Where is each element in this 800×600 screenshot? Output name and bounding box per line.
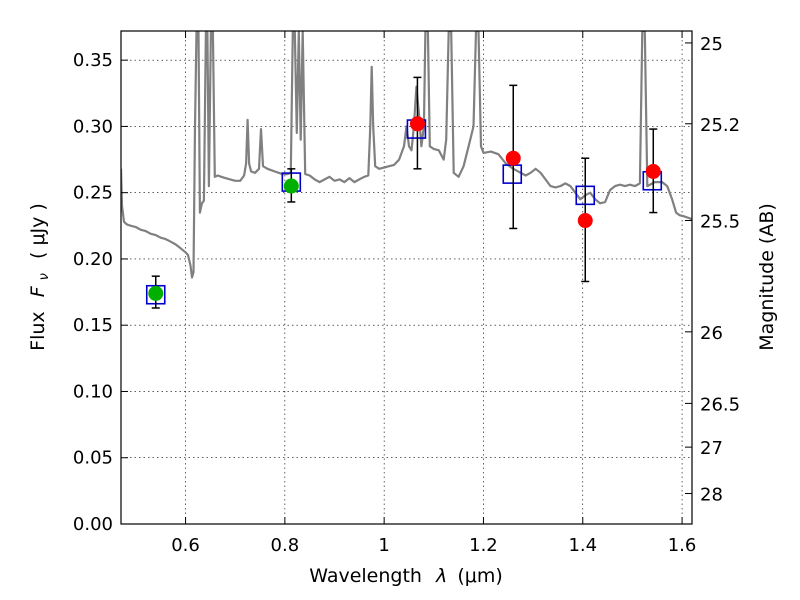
y2-tick-label: 25.2 — [700, 115, 740, 136]
y-tick-label: 0.30 — [73, 116, 113, 137]
y2-tick-label: 25.5 — [700, 212, 740, 233]
x-axis-title-prefix: Wavelength — [309, 565, 422, 587]
red-data-point — [505, 150, 521, 166]
spectrum-line — [121, 31, 692, 279]
y-tick-label: 0.05 — [73, 448, 113, 469]
marker-layer — [145, 76, 663, 309]
y-tick-label: 0.20 — [73, 249, 113, 270]
y2-tick-label: 28 — [700, 485, 723, 506]
y2-axis-title: Magnitude (AB) — [756, 203, 778, 351]
y2-tick-label: 26 — [700, 323, 723, 344]
x-tick-label: 1 — [378, 535, 389, 556]
red-data-point — [645, 163, 661, 179]
x-axis-title-symbol: λ — [435, 565, 447, 587]
x-tick-label: 0.6 — [171, 535, 200, 556]
y-tick-label: 0.10 — [73, 381, 113, 402]
y2-tick-label: 25 — [700, 34, 723, 55]
x-tick-label: 1.2 — [469, 535, 498, 556]
y-axis-title: Flux F ν ( μJy ) — [27, 203, 53, 351]
x-axis-title: Wavelength λ (μm) — [309, 565, 502, 587]
y-axis-title-subscript: ν — [37, 273, 52, 280]
y-tick-label: 0.00 — [73, 514, 113, 535]
x-tick-label: 1.6 — [668, 535, 697, 556]
y-tick-label: 0.25 — [73, 183, 113, 204]
spectrum-layer — [121, 31, 692, 279]
y-tick-label: 0.15 — [73, 315, 113, 336]
y2-tick-label: 27 — [700, 438, 723, 459]
axis-ticks: 0.6 0.8 1 1.2 1.4 1.6 0.00 0.05 0.10 0.15 0.20 0.25… — [73, 31, 740, 556]
plot-frame — [120, 30, 693, 525]
x-tick-label: 0.8 — [271, 535, 300, 556]
y-tick-label: 0.35 — [73, 50, 113, 71]
green-data-point — [283, 178, 299, 194]
green-data-point — [148, 285, 164, 301]
y-axis-title-prefix: Flux — [27, 311, 49, 351]
y2-tick-label: 26.5 — [700, 394, 740, 415]
red-data-point — [409, 116, 425, 132]
y-axis-title-symbol: F — [27, 285, 49, 297]
y-axis-title-unit: ( μJy ) — [27, 203, 49, 259]
x-axis-title-unit: (μm) — [457, 565, 502, 587]
x-tick-label: 1.4 — [568, 535, 597, 556]
red-data-point — [577, 213, 593, 229]
